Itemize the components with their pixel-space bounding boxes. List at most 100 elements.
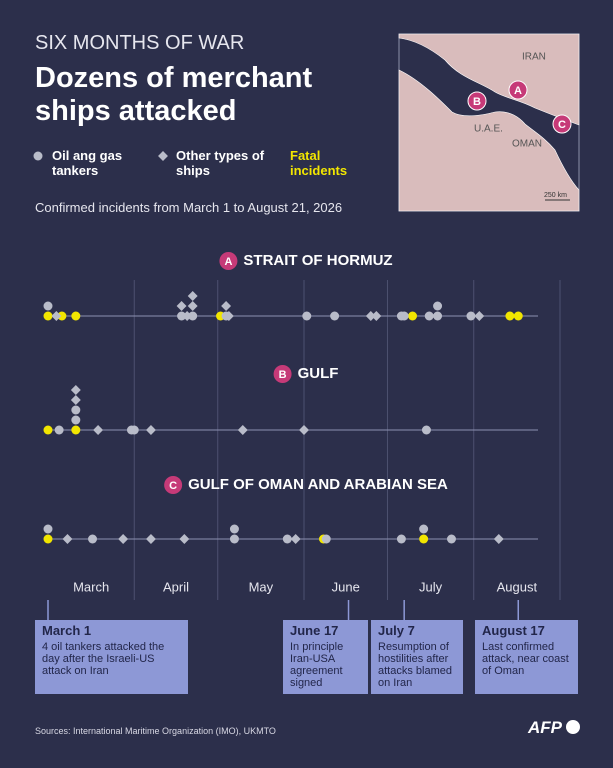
incident-marker (93, 425, 104, 435)
incident-marker (446, 534, 456, 544)
map: IRAN U.A.E. OMAN 250 km A B C (398, 33, 580, 212)
incident-marker (187, 291, 198, 301)
incident-marker (237, 425, 248, 435)
incident-marker (371, 311, 382, 321)
row-marker: B (279, 369, 287, 381)
callout-text: 4 oil tankers attacked the day after the… (42, 641, 165, 677)
row-marker-badge (273, 365, 292, 383)
incident-marker (176, 301, 187, 311)
map-marker: B (473, 96, 481, 108)
incident-marker (118, 534, 129, 544)
incident-marker (466, 311, 476, 321)
logo-dot (566, 720, 581, 734)
incident-marker (188, 311, 198, 321)
incident-marker (229, 524, 239, 534)
callout: August 17 Last confirmed attack, near coa… (475, 620, 578, 694)
logo: AFP (528, 718, 581, 738)
incident-marker (146, 534, 156, 544)
map-marker: A (514, 85, 522, 97)
incident-marker (182, 311, 193, 321)
month-label: July (419, 579, 443, 594)
incident-marker (43, 311, 53, 321)
incident-marker (70, 385, 81, 395)
incident-marker (43, 301, 53, 311)
incident-marker (179, 534, 190, 544)
incident-marker (513, 311, 523, 321)
incident-marker (299, 425, 309, 435)
incident-marker (187, 301, 198, 311)
incident-marker (158, 151, 168, 161)
row-marker-badge (164, 476, 183, 494)
month-label: June (332, 579, 360, 594)
incident-marker (71, 405, 81, 415)
callout: June 17 In principle Iran-USA agreement s… (283, 620, 368, 694)
incident-marker (146, 425, 156, 435)
legend-label: Oil ang gas tankers (52, 148, 123, 178)
incident-marker (88, 534, 98, 544)
callout-text: In principle Iran-USA agreement signed (290, 641, 344, 689)
callout-date: August 17 (482, 623, 545, 638)
incident-marker (54, 425, 64, 435)
row-marker: C (169, 480, 177, 492)
incident-marker (399, 311, 409, 321)
row-title: GULF (298, 365, 339, 382)
map-label: OMAN (512, 139, 542, 150)
row-title: STRAIT OF HORMUZ (243, 252, 392, 269)
incident-marker (424, 311, 434, 321)
incident-marker (33, 151, 43, 161)
incident-marker (223, 311, 234, 321)
kicker: SIX MONTHS OF WAR (35, 32, 245, 54)
callout: July 7 Resumption of hostilities after at… (371, 620, 463, 694)
incident-marker (474, 311, 485, 321)
incident-marker (229, 534, 239, 544)
incident-marker (43, 534, 53, 544)
incident-marker (177, 311, 187, 321)
source: Sources: International Maritime Organiza… (35, 726, 276, 736)
incident-marker (421, 425, 431, 435)
incident-marker (71, 425, 81, 435)
incident-marker (282, 534, 292, 544)
incident-marker (71, 311, 81, 321)
subtitle: Confirmed incidents from March 1 to Augu… (35, 200, 343, 215)
incident-marker (57, 311, 67, 321)
callout: March 1 4 oil tankers attacked the day af… (35, 620, 188, 694)
incident-marker (71, 415, 81, 425)
incident-marker (493, 534, 504, 544)
month-label: August (497, 579, 538, 594)
callout-date: June 17 (290, 623, 339, 638)
row-marker: A (224, 256, 232, 268)
callout-date: March 1 (42, 623, 92, 638)
month-label: March (73, 579, 109, 594)
month-label: April (163, 579, 189, 594)
incident-marker (70, 395, 81, 405)
incident-marker (419, 534, 429, 544)
map-label: IRAN (522, 52, 546, 63)
map-label: U.A.E. (474, 124, 503, 135)
incident-marker (419, 524, 429, 534)
incident-marker (408, 311, 418, 321)
logo-text: AFP (528, 718, 562, 737)
title: Dozens of merchant ships attacked (35, 62, 313, 127)
incident-marker (43, 425, 53, 435)
incident-marker (433, 301, 443, 311)
incident-marker (505, 311, 515, 321)
incident-marker (321, 534, 331, 544)
incident-marker (43, 524, 53, 534)
map-scale: 250 km (544, 192, 567, 199)
incident-marker (396, 534, 406, 544)
callout-text: Resumption of hostilities after attacks … (378, 641, 452, 689)
incident-marker (433, 311, 443, 321)
legend-label: Other types of ships (176, 148, 265, 178)
map-marker: C (558, 119, 566, 131)
row-title: GULF OF OMAN AND ARABIAN SEA (188, 476, 448, 493)
incident-marker (221, 301, 232, 311)
month-label: May (249, 579, 274, 594)
incident-marker (129, 425, 139, 435)
incident-marker (62, 534, 73, 544)
row-marker-badge (219, 252, 238, 270)
incident-marker (290, 534, 301, 544)
callout-text: Last confirmed attack, near coast of Oma… (482, 641, 569, 677)
callout-date: July 7 (378, 623, 415, 638)
